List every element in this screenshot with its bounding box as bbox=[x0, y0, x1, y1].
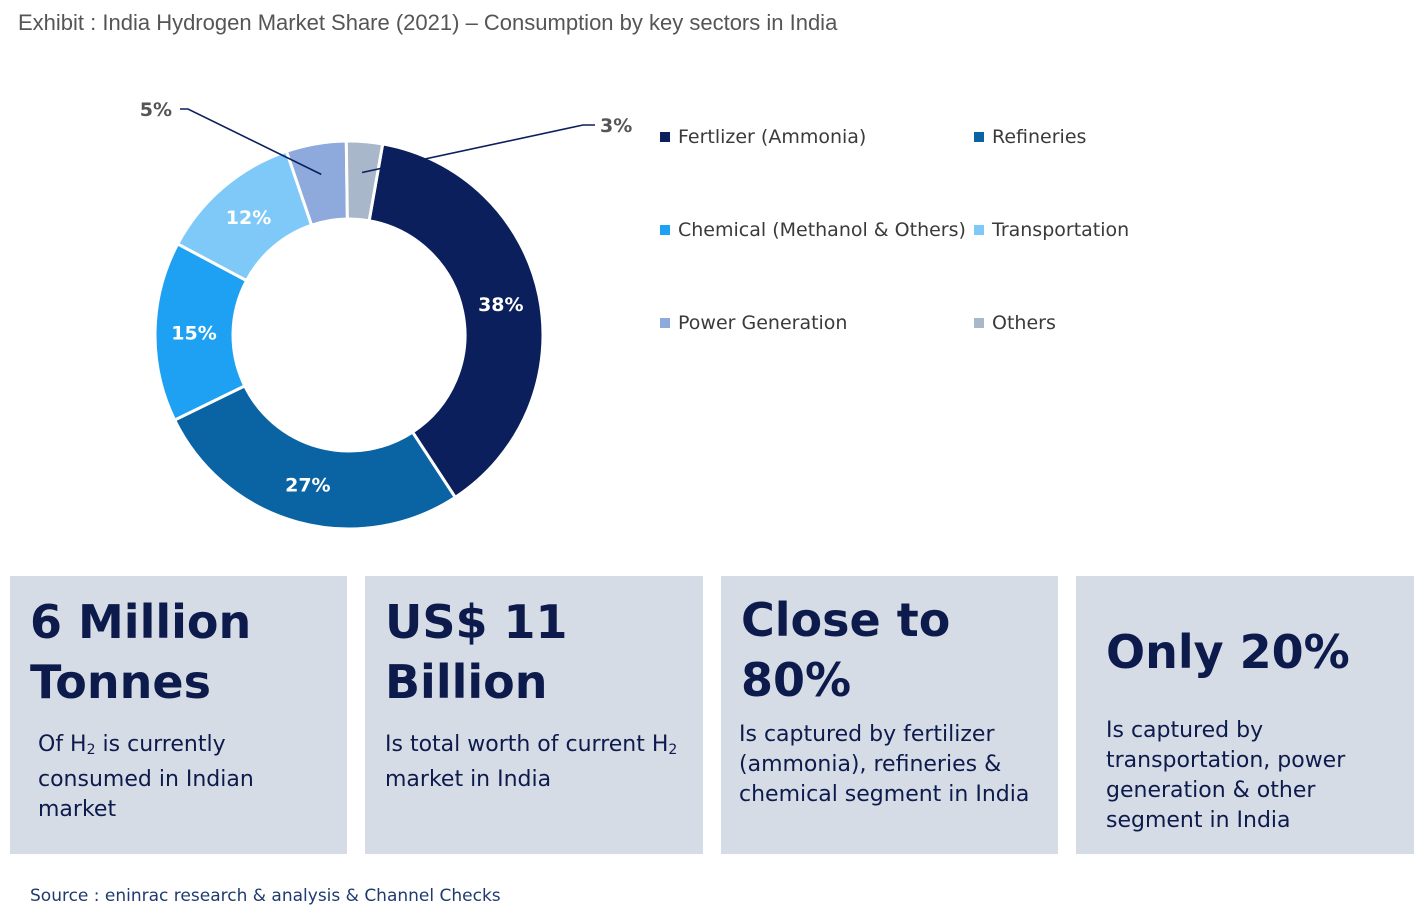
leader-line-power-generation bbox=[180, 108, 322, 176]
headline-line: Tonnes bbox=[30, 655, 211, 709]
data-label-power-generation: 5% bbox=[140, 99, 172, 121]
slice-others bbox=[344, 139, 385, 223]
stat-card-text: Of H2 is currently consumed in Indian ma… bbox=[38, 732, 254, 822]
legend-swatch bbox=[974, 225, 984, 235]
legend-swatch bbox=[660, 318, 670, 328]
legend-swatch bbox=[660, 225, 670, 235]
headline-line: 80% bbox=[741, 653, 852, 707]
data-label-others: 3% bbox=[600, 115, 632, 137]
donut-chart: 38% 27% 15% 12% 5% 3% bbox=[140, 99, 632, 531]
legend-item-chemical-methanol-others: Chemical (Methanol & Others) bbox=[660, 219, 966, 241]
stat-card-headline: Only 20% bbox=[1106, 622, 1400, 682]
slice-fertlizer-ammonia bbox=[367, 142, 545, 500]
headline-line: US$ 11 bbox=[385, 595, 568, 649]
stat-card-text: Is captured by transportation, power gen… bbox=[1106, 718, 1346, 833]
page-title: Exhibit : India Hydrogen Market Share (2… bbox=[18, 10, 838, 35]
legend-label: Power Generation bbox=[678, 312, 848, 334]
legend-item-others: Others bbox=[974, 312, 1056, 334]
source-note: Source : eninrac research & analysis & C… bbox=[30, 886, 501, 906]
leader-line-others bbox=[361, 124, 595, 174]
stat-card-headline: US$ 11 Billion bbox=[385, 592, 689, 712]
headline-line: Close to bbox=[741, 593, 951, 647]
legend-swatch bbox=[974, 132, 984, 142]
slice-refineries bbox=[172, 383, 458, 531]
legend-swatch bbox=[974, 318, 984, 328]
legend-item-power-generation: Power Generation bbox=[660, 312, 847, 334]
legend-label: Chemical (Methanol & Others) bbox=[678, 219, 966, 241]
stat-card-headline: 6 Million Tonnes bbox=[30, 592, 333, 712]
stat-card-text: Is captured by fertilizer (ammonia), ref… bbox=[739, 722, 1030, 807]
legend-item-fertlizer-ammonia: Fertlizer (Ammonia) bbox=[660, 126, 866, 148]
legend-item-refineries: Refineries bbox=[974, 126, 1086, 148]
stat-card-text: Is total worth of current H2 market in I… bbox=[385, 732, 678, 792]
data-label-fertlizer-ammonia: 38% bbox=[478, 294, 523, 316]
headline-line: Only 20% bbox=[1106, 625, 1350, 679]
legend-item-transportation: Transportation bbox=[974, 219, 1129, 241]
stat-card-volume: 6 Million Tonnes Of H2 is currently cons… bbox=[10, 576, 347, 854]
headline-line: Billion bbox=[385, 655, 548, 709]
legend-label: Others bbox=[992, 312, 1056, 334]
data-label-transportation: 12% bbox=[226, 207, 271, 229]
legend-label: Fertlizer (Ammonia) bbox=[678, 126, 867, 148]
legend-label: Transportation bbox=[992, 219, 1130, 241]
headline-line: 6 Million bbox=[30, 595, 252, 649]
stat-card-major-share: Close to 80% Is captured by fertilizer (… bbox=[721, 576, 1058, 854]
data-label-refineries: 27% bbox=[285, 474, 330, 496]
stat-card-worth: US$ 11 Billion Is total worth of current… bbox=[365, 576, 703, 854]
stat-card-minor-share: Only 20% Is captured by transportation, … bbox=[1076, 576, 1414, 854]
stat-card-headline: Close to 80% bbox=[741, 590, 1044, 710]
legend-swatch bbox=[660, 132, 670, 142]
legend-label: Refineries bbox=[992, 126, 1087, 148]
data-label-chemical-methanol-others: 15% bbox=[171, 322, 216, 344]
